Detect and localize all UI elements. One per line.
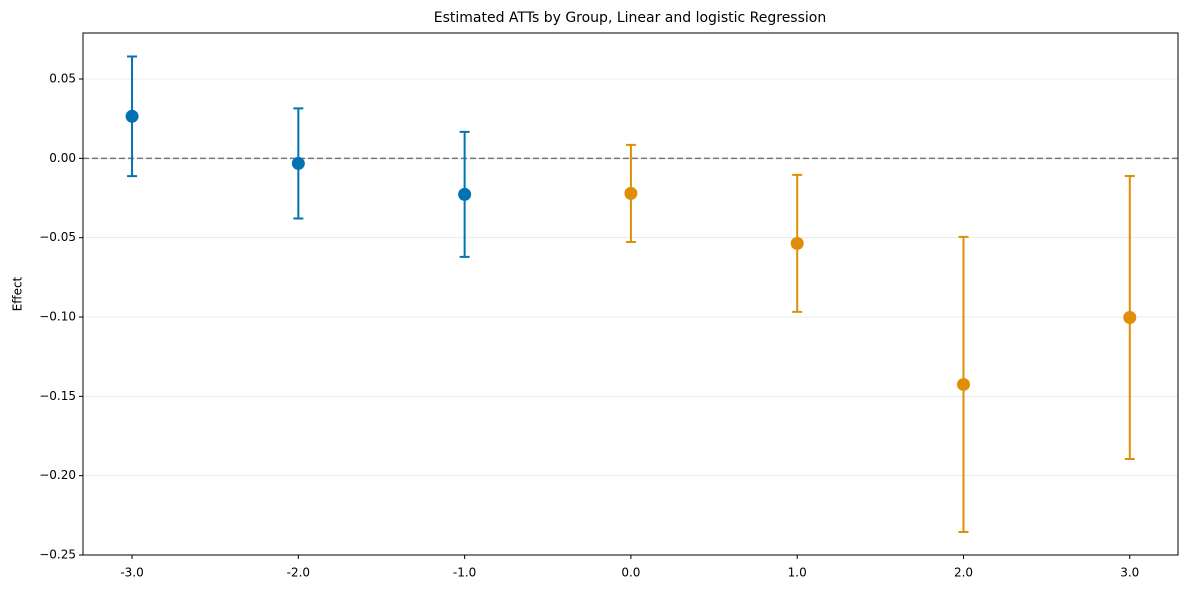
x-tick-label: 1.0 bbox=[788, 566, 807, 580]
x-tick-label: -2.0 bbox=[287, 566, 310, 580]
x-tick-label: 3.0 bbox=[1120, 566, 1139, 580]
y-axis-label: Effect bbox=[11, 276, 25, 311]
y-tick-label: −0.10 bbox=[39, 310, 76, 324]
y-tick-label: −0.25 bbox=[39, 548, 76, 562]
point bbox=[624, 186, 638, 200]
y-tick-label: −0.20 bbox=[39, 468, 76, 482]
x-tick-label: 2.0 bbox=[954, 566, 973, 580]
y-tick-label: −0.05 bbox=[39, 230, 76, 244]
x-tick-label: -3.0 bbox=[120, 566, 143, 580]
point bbox=[1123, 310, 1137, 324]
point bbox=[291, 156, 305, 170]
y-tick-label: 0.05 bbox=[49, 72, 76, 86]
point bbox=[458, 187, 472, 201]
x-tick-label: 0.0 bbox=[621, 566, 640, 580]
y-tick-label: −0.15 bbox=[39, 389, 76, 403]
chart-title: Estimated ATTs by Group, Linear and logi… bbox=[434, 10, 826, 26]
point bbox=[125, 109, 139, 123]
x-tick-label: -1.0 bbox=[453, 566, 476, 580]
point bbox=[956, 377, 970, 391]
y-tick-label: 0.00 bbox=[49, 151, 76, 165]
plot-frame bbox=[82, 32, 1179, 556]
point bbox=[790, 236, 804, 250]
